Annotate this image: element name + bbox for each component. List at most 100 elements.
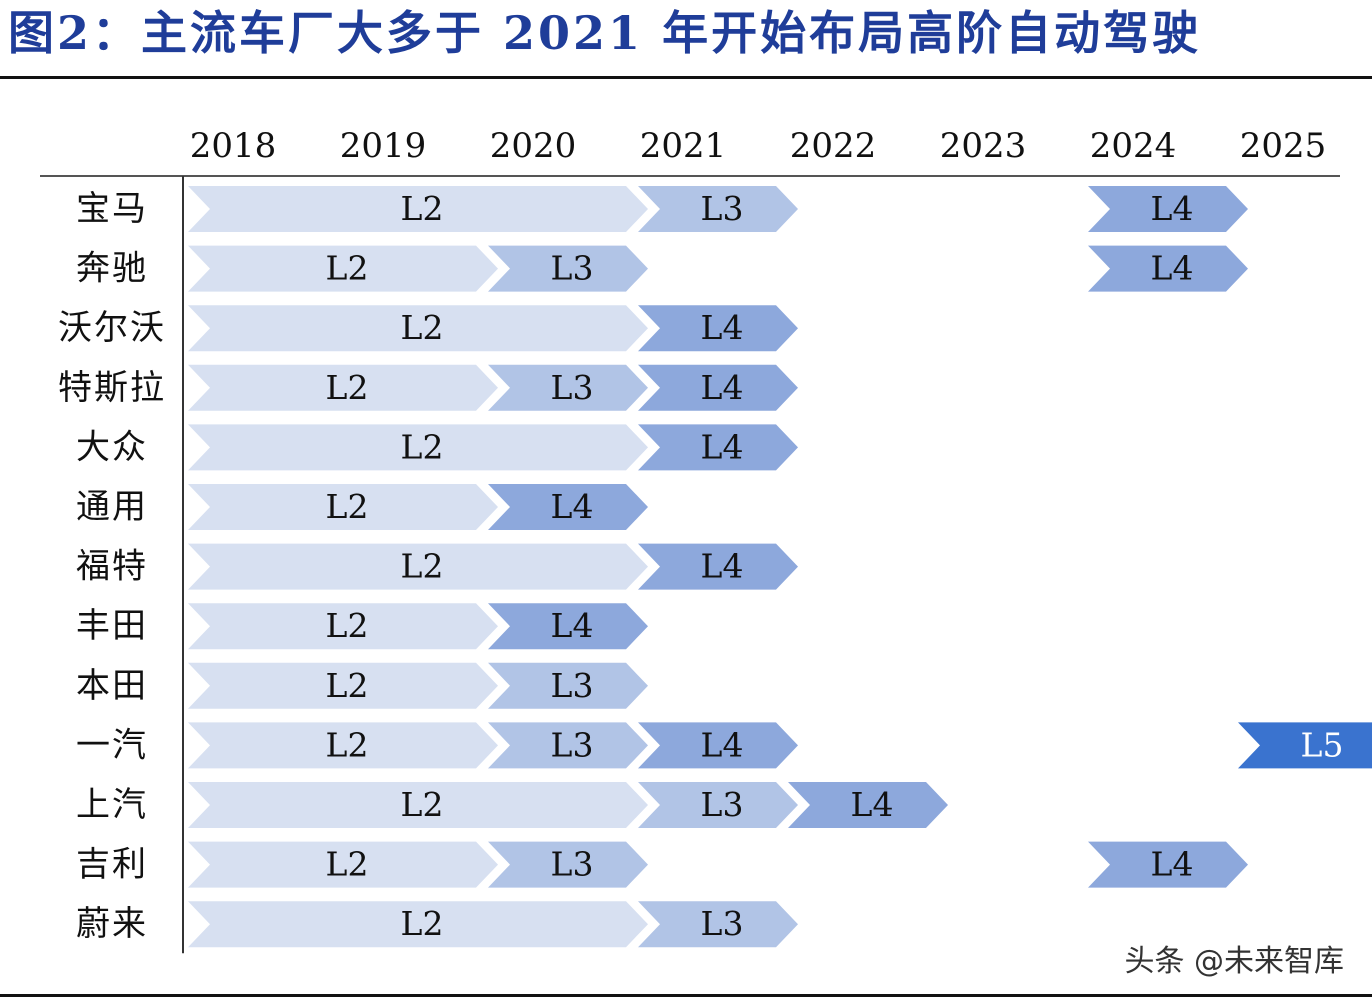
row-上汽: 上汽 L2 L3 L4 [76, 782, 948, 828]
segment-label: L4 [551, 606, 594, 645]
segment-label: L2 [326, 368, 369, 407]
year-tick-2022: 2022 [790, 126, 877, 166]
segment-L4 [1088, 841, 1248, 888]
row-福特: 福特 L2 L4 [76, 543, 798, 590]
row-沃尔沃: 沃尔沃 L2 L4 [58, 305, 798, 352]
year-tick-2023: 2023 [940, 126, 1027, 166]
segment-label: L2 [326, 249, 369, 288]
segment-L4 [488, 484, 648, 530]
segment-L4 [1088, 245, 1248, 292]
segment-label: L4 [701, 427, 744, 466]
segment-label: L4 [701, 725, 744, 764]
segment-L2 [188, 782, 648, 828]
segment-label: L2 [326, 845, 369, 884]
category-label: 上汽 [76, 785, 148, 825]
segment-label: L3 [701, 785, 744, 824]
segment-label: L2 [401, 547, 444, 586]
segment-label: L4 [1151, 189, 1194, 228]
segment-L2 [188, 603, 498, 650]
segment-label: L2 [401, 427, 444, 466]
row-本田: 本田 L2 L3 [76, 662, 648, 709]
segment-L2 [188, 901, 648, 948]
category-label: 特斯拉 [58, 368, 166, 408]
row-蔚来: 蔚来 L2 L3 [76, 901, 798, 948]
row-大众: 大众 L2 L4 [76, 424, 798, 471]
year-tick-2020: 2020 [490, 126, 577, 166]
segment-L3 [488, 364, 648, 411]
segment-L4 [488, 603, 648, 650]
segment-L2 [188, 484, 498, 530]
segment-label: L3 [551, 368, 594, 407]
category-label: 通用 [76, 487, 148, 527]
segment-L2 [188, 841, 498, 888]
segment-L2 [188, 305, 648, 352]
segment-L5 [1238, 722, 1372, 769]
segment-L2 [188, 543, 648, 590]
row-丰田: 丰田 L2 L4 [76, 603, 648, 650]
segment-L4 [638, 722, 798, 769]
category-label: 奔驰 [76, 249, 148, 289]
segment-label: L2 [401, 308, 444, 347]
segment-label: L2 [326, 606, 369, 645]
row-特斯拉: 特斯拉 L2 L3 L4 [58, 364, 798, 411]
segment-label: L4 [1151, 845, 1194, 884]
row-通用: 通用 L2 L4 [76, 484, 648, 530]
segment-L3 [488, 722, 648, 769]
segment-L2 [188, 722, 498, 769]
category-label: 蔚来 [76, 904, 148, 944]
segment-label: L4 [851, 785, 894, 824]
segment-label: L2 [326, 487, 369, 526]
segment-label: L3 [701, 189, 744, 228]
chart-title: 图2：主流车厂大多于 2021 年开始布局高阶自动驾驶 [8, 6, 1202, 60]
category-label: 宝马 [76, 189, 148, 229]
segment-label: L3 [551, 666, 594, 705]
year-tick-2018: 2018 [190, 126, 277, 166]
segment-label: L2 [401, 785, 444, 824]
category-label: 吉利 [76, 845, 148, 885]
segment-label: L3 [551, 845, 594, 884]
segment-label: L3 [551, 725, 594, 764]
segment-label: L4 [701, 368, 744, 407]
segment-L2 [188, 662, 498, 709]
segment-L2 [188, 245, 498, 292]
category-label: 大众 [76, 427, 148, 467]
category-label: 本田 [76, 666, 148, 706]
segment-L3 [638, 901, 798, 948]
segment-L2 [188, 186, 648, 232]
year-tick-2021: 2021 [640, 126, 727, 166]
segment-L4 [638, 543, 798, 590]
segment-L3 [488, 841, 648, 888]
row-吉利: 吉利 L2 L3 L4 [76, 841, 1248, 888]
category-label: 丰田 [76, 606, 148, 646]
segment-label: L4 [701, 308, 744, 347]
bottom-rule [0, 994, 1372, 997]
segment-label: L2 [326, 666, 369, 705]
category-label: 福特 [76, 547, 148, 587]
segment-label: L4 [701, 547, 744, 586]
segment-L4 [1088, 186, 1248, 232]
segment-label: L2 [401, 189, 444, 228]
segment-label: L4 [1151, 249, 1194, 288]
segment-L3 [638, 186, 798, 232]
category-label: 一汽 [76, 725, 148, 765]
segment-L4 [788, 782, 948, 828]
year-axis: 2018 2019 2020 2021 2022 2023 2024 2025 [40, 126, 1340, 954]
segment-L2 [188, 424, 648, 471]
segment-L4 [638, 364, 798, 411]
segment-label: L3 [701, 904, 744, 943]
segment-L4 [638, 305, 798, 352]
segment-L4 [638, 424, 798, 471]
row-宝马: 宝马 L2 L3 L4 [76, 186, 1248, 232]
segment-L3 [488, 245, 648, 292]
watermark: 头条 @未来智库 [1124, 944, 1344, 979]
segment-label: L3 [551, 249, 594, 288]
row-奔驰: 奔驰 L2 L3 L4 [76, 245, 1248, 292]
year-tick-2024: 2024 [1090, 126, 1177, 166]
year-tick-2019: 2019 [340, 126, 427, 166]
segment-L3 [638, 782, 798, 828]
top-rule [0, 76, 1372, 79]
segment-L3 [488, 662, 648, 709]
segment-label: L4 [551, 487, 594, 526]
